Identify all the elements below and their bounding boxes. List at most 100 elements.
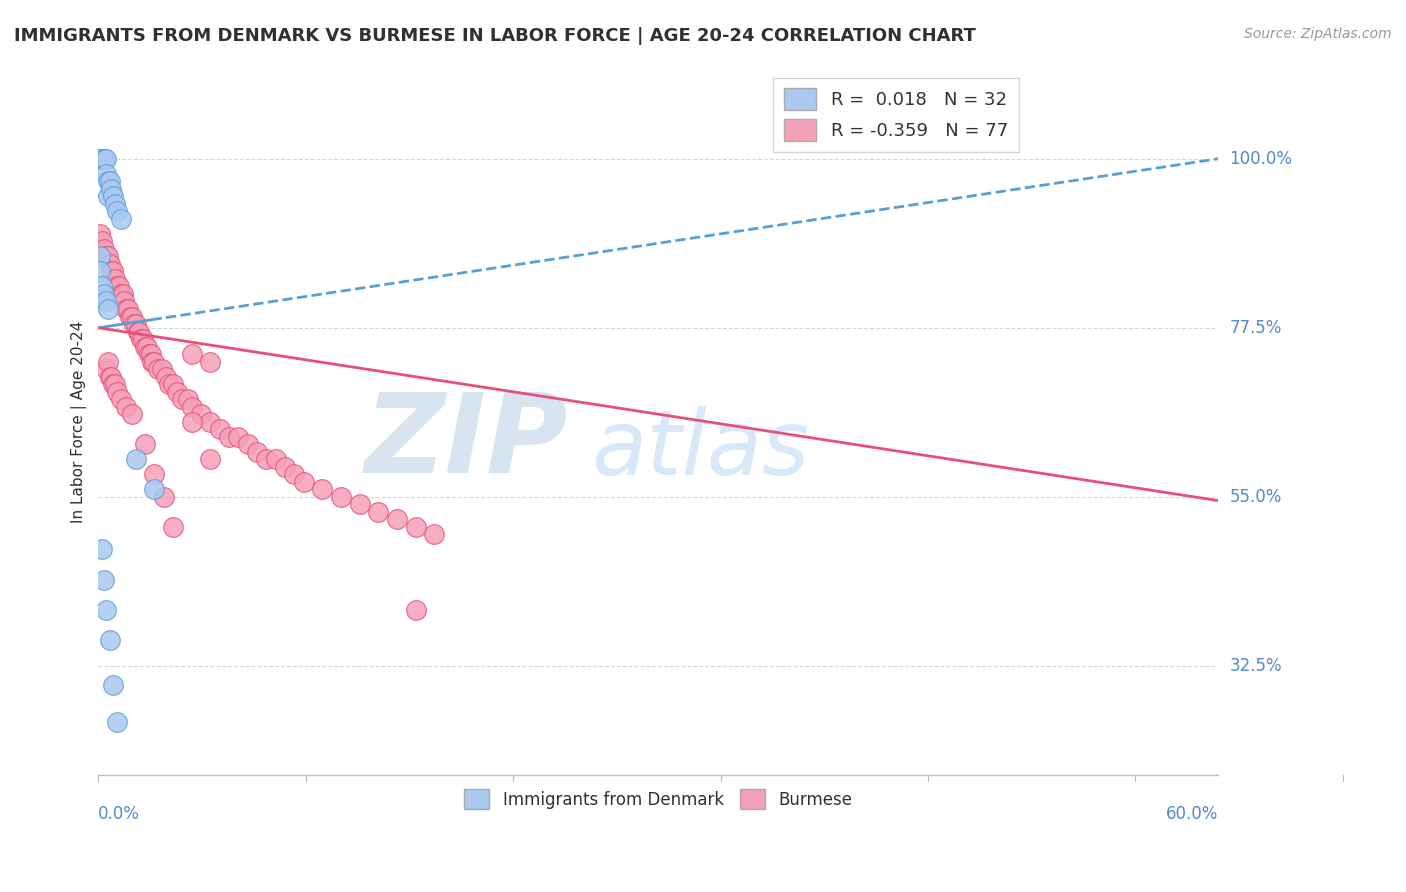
Text: 32.5%: 32.5% [1230,657,1282,675]
Point [292,475,315,489]
Point [105,715,128,730]
Point [108,279,131,293]
Point [94,152,117,166]
Point [264,452,287,467]
Point [122,317,145,331]
Point [91,542,114,557]
Point [97,189,120,203]
Point [103,377,125,392]
Point [104,272,127,286]
Point [135,340,157,354]
Point [89,249,111,263]
Text: IMMIGRANTS FROM DENMARK VS BURMESE IN LABOR FORCE | AGE 20-24 CORRELATION CHART: IMMIGRANTS FROM DENMARK VS BURMESE IN LA… [14,27,976,45]
Text: ZIP: ZIP [366,390,569,497]
Point [105,204,128,219]
Point [111,287,134,301]
Point [100,264,122,278]
Point [143,483,166,497]
Point [180,400,202,414]
Point [94,249,117,263]
Y-axis label: In Labor Force | Age 20-24: In Labor Force | Age 20-24 [72,320,87,523]
Point [91,235,114,249]
Point [121,310,143,324]
Point [115,400,138,414]
Point [190,407,212,421]
Point [103,678,125,692]
Text: 77.5%: 77.5% [1230,318,1282,337]
Point [89,152,111,166]
Point [105,384,128,399]
Point [91,279,114,293]
Point [200,354,222,368]
Point [97,354,120,368]
Point [134,340,156,354]
Point [117,301,139,316]
Point [134,437,156,451]
Text: atlas: atlas [591,406,810,494]
Point [236,437,259,451]
Point [91,152,114,166]
Point [110,211,132,226]
Point [89,264,111,278]
Point [423,527,446,541]
Point [150,362,173,376]
Point [405,520,427,534]
Point [103,264,125,278]
Point [330,490,353,504]
Point [180,347,202,361]
Point [200,415,222,429]
Point [94,294,117,309]
Point [283,467,305,482]
Point [89,227,111,241]
Point [115,301,138,316]
Point [97,249,120,263]
Point [405,602,427,616]
Text: 0.0%: 0.0% [98,805,141,823]
Point [129,332,152,346]
Point [200,452,222,467]
Point [218,430,240,444]
Point [311,483,333,497]
Point [132,332,155,346]
Point [98,257,121,271]
Point [143,467,166,482]
Point [254,452,277,467]
Point [104,377,127,392]
Point [114,294,136,309]
Point [93,152,115,166]
Point [98,174,121,188]
Point [110,392,132,407]
Text: 100.0%: 100.0% [1230,150,1292,168]
Point [93,152,115,166]
Legend: Immigrants from Denmark, Burmese: Immigrants from Denmark, Burmese [457,782,859,816]
Point [98,632,121,647]
Point [105,279,128,293]
Point [166,384,188,399]
Point [141,354,163,368]
Point [138,347,160,361]
Point [177,392,200,407]
Point [110,287,132,301]
Point [385,512,408,526]
Point [155,369,177,384]
Point [103,189,125,203]
Point [93,287,115,301]
Point [94,362,117,376]
Point [98,369,121,384]
Point [94,167,117,181]
Point [97,301,120,316]
Point [367,505,389,519]
Point [152,490,174,504]
Point [157,377,180,392]
Point [125,317,148,331]
Point [93,152,115,166]
Point [93,573,115,587]
Point [125,452,148,467]
Text: 60.0%: 60.0% [1166,805,1219,823]
Point [94,602,117,616]
Point [127,325,149,339]
Point [120,310,142,324]
Point [100,369,122,384]
Point [180,415,202,429]
Point [349,497,371,511]
